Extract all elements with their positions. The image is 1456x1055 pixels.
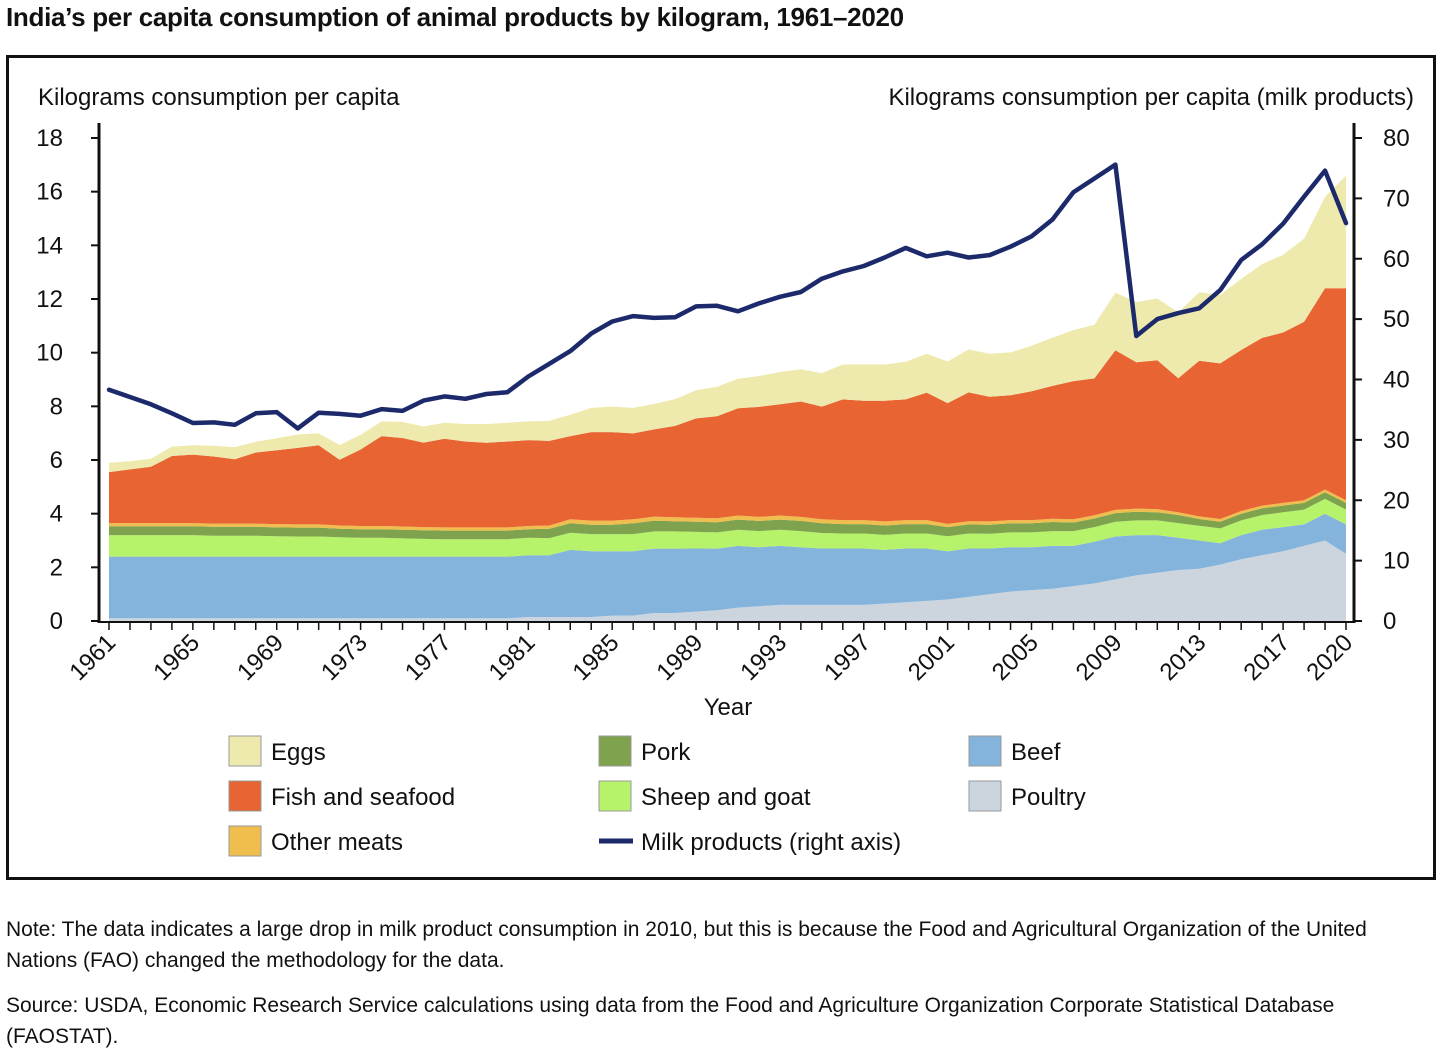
- y-tick-label-left: 2: [50, 554, 63, 581]
- y-axis-title-left: Kilograms consumption per capita: [38, 84, 400, 111]
- legend-label-poultry: Poultry: [1011, 784, 1086, 811]
- y-tick-label-right: 70: [1383, 185, 1410, 212]
- y-tick-label-right: 10: [1383, 548, 1410, 575]
- axes: [97, 123, 1356, 623]
- x-tick-label: 1961: [64, 629, 121, 686]
- milk-line-layer: [106, 162, 1349, 431]
- y-tick-label-right: 20: [1383, 487, 1410, 514]
- area-other-meats: [109, 489, 1346, 531]
- area-beef: [109, 513, 1346, 619]
- x-tick-label: 1989: [651, 629, 708, 686]
- x-tick-label: 1965: [148, 629, 205, 686]
- y-tick-label-left: 4: [50, 501, 63, 528]
- x-tick-label: 1981: [484, 629, 541, 686]
- x-tick-label: 1969: [232, 629, 289, 686]
- chart-frame: 0 2 4 6 8 10 12 14 16 18 0 10 20 30 40 50 60 70 80 1961 1965…: [6, 55, 1436, 880]
- y-tick-label-right: 40: [1383, 367, 1410, 394]
- x-tick-label: 2020: [1301, 629, 1358, 686]
- y-tick-label-left: 14: [36, 232, 63, 259]
- legend-label-milk-products-right-axis: Milk products (right axis): [641, 829, 901, 856]
- y-tick-label-right: 30: [1383, 427, 1410, 454]
- legend-label-eggs: Eggs: [271, 739, 326, 766]
- legend-label-other-meats: Other meats: [271, 829, 403, 856]
- x-tick-label: 1977: [400, 629, 457, 686]
- legend-swatch-pork: [598, 735, 632, 767]
- chart-title: India’s per capita consumption of animal…: [6, 2, 904, 32]
- y-tick-label-left: 8: [50, 393, 63, 420]
- legend-swatch-fish-and-seafood: [228, 780, 262, 812]
- y-tick-label-left: 0: [50, 608, 63, 635]
- area-poultry: [109, 540, 1346, 621]
- y-tick-label-right: 60: [1383, 246, 1410, 273]
- legend-label-sheep-and-goat: Sheep and goat: [641, 784, 811, 811]
- y-tick-label-right: 50: [1383, 306, 1410, 333]
- x-tick-label: 2017: [1238, 629, 1295, 686]
- stacked-areas: [109, 175, 1346, 621]
- y-tick-label-left: 10: [36, 340, 63, 367]
- legend-swatch-eggs: [228, 735, 262, 767]
- legend-swatch-beef: [968, 735, 1002, 767]
- x-tick-label: 1985: [568, 629, 625, 686]
- y-tick-label-left: 16: [36, 179, 63, 206]
- y-tick-label-left: 12: [36, 286, 63, 313]
- legend-label-fish-and-seafood: Fish and seafood: [271, 784, 455, 811]
- y-tick-label-right: 0: [1383, 608, 1396, 635]
- chart-svg: 0 2 4 6 8 10 12 14 16 18 0 10 20 30 40 50 60 70 80 1961 1965…: [36, 84, 1414, 857]
- x-tick-label: 1973: [316, 629, 373, 686]
- area-eggs: [109, 175, 1346, 473]
- legend-label-beef: Beef: [1011, 739, 1061, 766]
- y-tick-label-right: 80: [1383, 125, 1410, 152]
- area-sheep-and-goat: [109, 498, 1346, 557]
- x-tick-label: 2001: [903, 629, 960, 686]
- area-fish-and-seafood: [109, 288, 1346, 528]
- legend-label-pork: Pork: [641, 739, 691, 766]
- x-tick-label: 2013: [1155, 629, 1212, 686]
- x-tick-label: 1997: [819, 629, 876, 686]
- legend-swatch-other-meats: [228, 825, 262, 857]
- x-tick-label: 2005: [987, 629, 1044, 686]
- x-tick-label: 1993: [735, 629, 792, 686]
- legend-swatch-sheep-and-goat: [598, 780, 632, 812]
- y-tick-label-left: 6: [50, 447, 63, 474]
- legend: Eggs Pork Beef Fish and seafood Sheep and go…: [228, 735, 1086, 857]
- line-milk-products: [106, 162, 1349, 431]
- chart-source: Source: USDA, Economic Research Service …: [6, 994, 1335, 1048]
- x-tick-label: 2009: [1071, 629, 1128, 686]
- legend-swatch-poultry: [968, 780, 1002, 812]
- chart-note: Note: The data indicates a large drop in…: [6, 918, 1367, 972]
- x-axis-title: Year: [704, 694, 753, 721]
- area-pork: [109, 492, 1346, 540]
- y-axis-title-right: Kilograms consumption per capita (milk p…: [888, 84, 1414, 111]
- y-tick-label-left: 18: [36, 125, 63, 152]
